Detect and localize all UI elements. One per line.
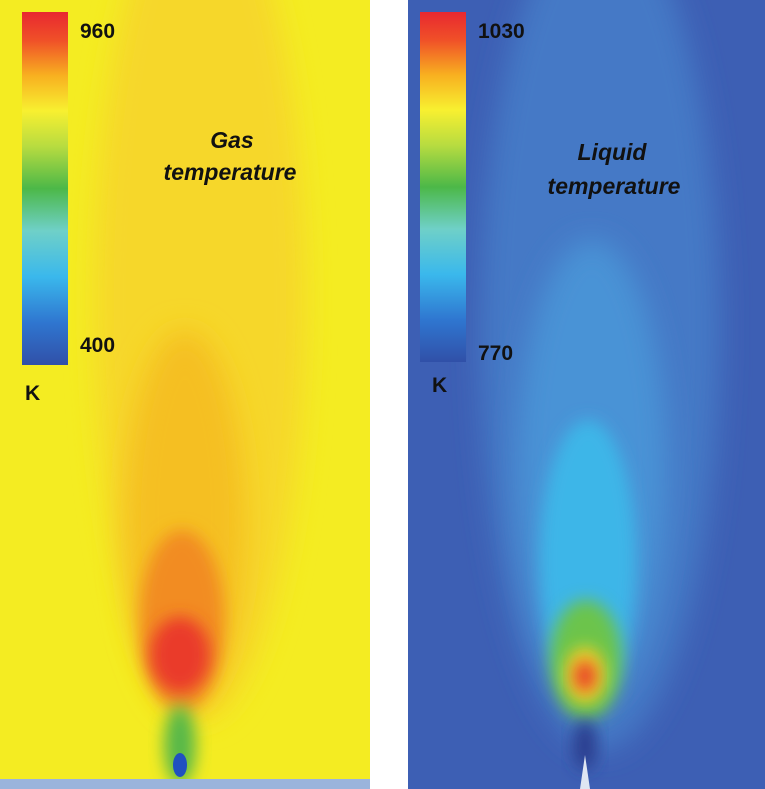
panel-title: temperature [164, 159, 297, 185]
colorbar-unit: K [432, 374, 447, 397]
gas-panel [0, 0, 370, 789]
colorbar-min: 400 [80, 334, 115, 357]
panel-title: Liquid [578, 139, 648, 165]
panel-title: temperature [548, 173, 681, 199]
colorbar-max: 960 [80, 20, 115, 43]
colorbar-max: 1030 [478, 20, 525, 43]
panel-title: Gas [210, 127, 253, 153]
colorbar [420, 12, 466, 362]
liquid-panel [408, 0, 765, 789]
colorbar-unit: K [25, 382, 40, 405]
colorbar [22, 12, 68, 365]
colorbar-min: 770 [478, 342, 513, 365]
